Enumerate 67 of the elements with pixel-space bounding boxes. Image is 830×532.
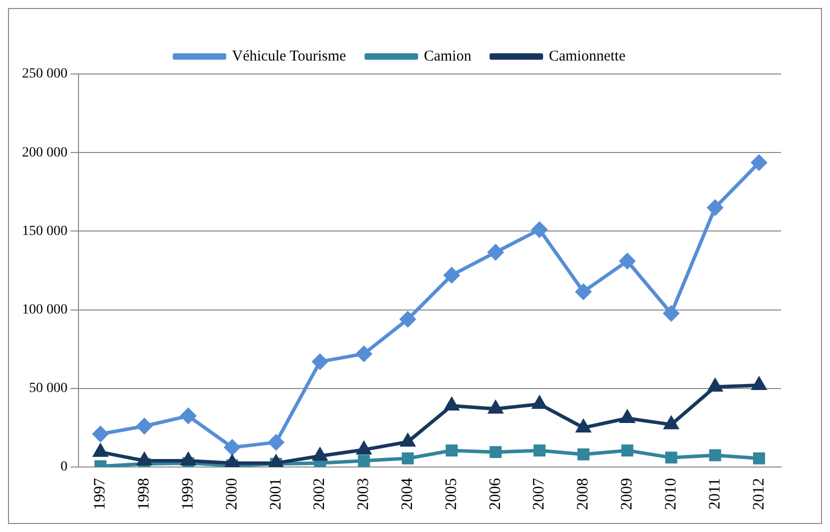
y-tick-label: 100 000 [22, 302, 68, 318]
point [444, 398, 459, 410]
point [665, 452, 678, 464]
point [137, 452, 152, 466]
point [446, 444, 458, 456]
x-tick-label: 2002 [311, 478, 328, 510]
y-tick-label: 200 000 [22, 145, 68, 160]
point [400, 311, 416, 327]
point [663, 306, 679, 322]
point [269, 455, 284, 467]
point [664, 416, 678, 430]
point [751, 154, 767, 170]
y-tick-label: 0 [60, 460, 68, 475]
point [313, 448, 327, 461]
x-tick-label: 2010 [662, 478, 680, 510]
x-tick-label: 2006 [486, 478, 504, 510]
x-tick-label: 2012 [750, 478, 768, 510]
point [136, 418, 152, 434]
point [225, 455, 240, 467]
point [576, 420, 590, 432]
point [708, 379, 722, 392]
point [576, 284, 592, 300]
point [620, 410, 634, 424]
x-tick-label: 1999 [179, 478, 196, 510]
point [400, 434, 415, 447]
point [268, 434, 284, 450]
point [490, 446, 502, 458]
legend-label: Camionnette [548, 48, 626, 64]
legend-label: Véhicule Tourisme [232, 48, 346, 64]
point [488, 244, 504, 260]
y-tick-label: 250 000 [22, 66, 68, 82]
point [534, 444, 546, 456]
point [577, 448, 590, 460]
point [356, 346, 372, 362]
x-tick-label: 1997 [92, 478, 109, 510]
point [402, 452, 414, 464]
point [358, 454, 370, 467]
point [94, 444, 108, 457]
x-tick-label: 2009 [618, 478, 636, 510]
point [620, 253, 636, 269]
point [444, 267, 460, 283]
x-tick-label: 1998 [136, 478, 153, 510]
point [92, 426, 108, 442]
point [709, 449, 722, 462]
point [532, 396, 546, 409]
legend-label: Camion [424, 48, 472, 64]
x-tick-label: 2008 [574, 478, 592, 510]
point [224, 440, 240, 456]
point [181, 452, 196, 466]
point [753, 452, 766, 464]
x-tick-label: 2000 [223, 478, 240, 510]
x-tick-label: 2001 [267, 478, 284, 510]
point [621, 444, 634, 456]
point [488, 401, 503, 414]
point [356, 442, 371, 454]
point [312, 354, 328, 370]
x-tick-label: 2003 [355, 478, 372, 510]
point [532, 222, 548, 238]
x-tick-label: 2011 [706, 478, 724, 510]
point [180, 408, 196, 424]
y-tick-label: 150 000 [22, 224, 68, 239]
point [752, 378, 766, 390]
x-tick-label: 2005 [442, 478, 460, 510]
x-tick-label: 2007 [530, 478, 548, 510]
x-tick-label: 2004 [399, 478, 416, 510]
point [707, 200, 723, 216]
y-tick-label: 50 000 [29, 381, 68, 396]
